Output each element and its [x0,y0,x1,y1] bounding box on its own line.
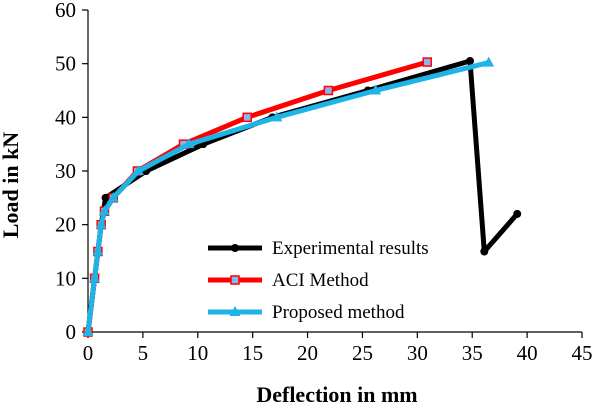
y-tick-label: 50 [55,52,76,76]
data-point [483,56,495,67]
data-point [271,111,283,122]
legend-marker [229,306,241,316]
data-point [370,84,382,95]
x-tick-label: 15 [242,341,263,365]
legend-entry: Proposed method [208,302,405,323]
x-tick-label: 10 [187,341,208,365]
data-point [89,272,101,283]
series-line [85,58,520,335]
axes: 0 10 20 30 40 50 60 0 5 10 15 20 25 30 35 40 45 [55,0,593,365]
data-point [323,85,334,96]
data-point [480,247,489,256]
x-tick-label: 25 [352,341,373,365]
data-point [132,165,144,175]
series-1 [83,57,432,337]
x-tick-label: 20 [297,341,318,365]
y-tick-label: 10 [55,266,76,290]
data-point [242,112,252,123]
data-point [98,205,110,216]
legend-label: Experimental results [272,238,429,259]
y-tick-label: 30 [55,159,76,183]
x-tick-label: 35 [462,341,483,365]
legend-entry: ACI Method [208,270,369,291]
y-tick-label: 20 [55,213,76,237]
x-tick-label: 45 [572,341,593,365]
series-line [85,59,430,335]
x-axis-title: Deflection in mm [256,382,417,407]
x-tick-label: 30 [407,341,428,365]
data-point [107,191,119,202]
data-point [92,245,104,256]
series-2 [82,56,495,336]
legend-marker [230,275,240,285]
x-tick-label: 0 [83,341,94,365]
y-tick-label: 60 [55,0,76,22]
legend-entry: Experimental results [208,238,429,259]
data-point [101,193,110,202]
data-point [82,326,94,336]
data-point [95,218,107,229]
x-tick-label: 5 [138,341,149,365]
x-tick-label: 40 [517,341,538,365]
legend-label: Proposed method [272,302,405,323]
legend-marker [231,244,239,252]
y-axis-title: Load in kN [0,132,23,238]
legend-label: ACI Method [272,270,369,291]
y-tick-label: 0 [66,320,77,344]
legend: Experimental results ACI Method Proposed m… [208,238,429,323]
data-point [422,57,432,67]
data-point [183,138,195,149]
data-point [466,56,475,65]
series-layer [82,56,522,337]
y-tick-label: 40 [55,105,76,129]
data-point [513,209,522,218]
